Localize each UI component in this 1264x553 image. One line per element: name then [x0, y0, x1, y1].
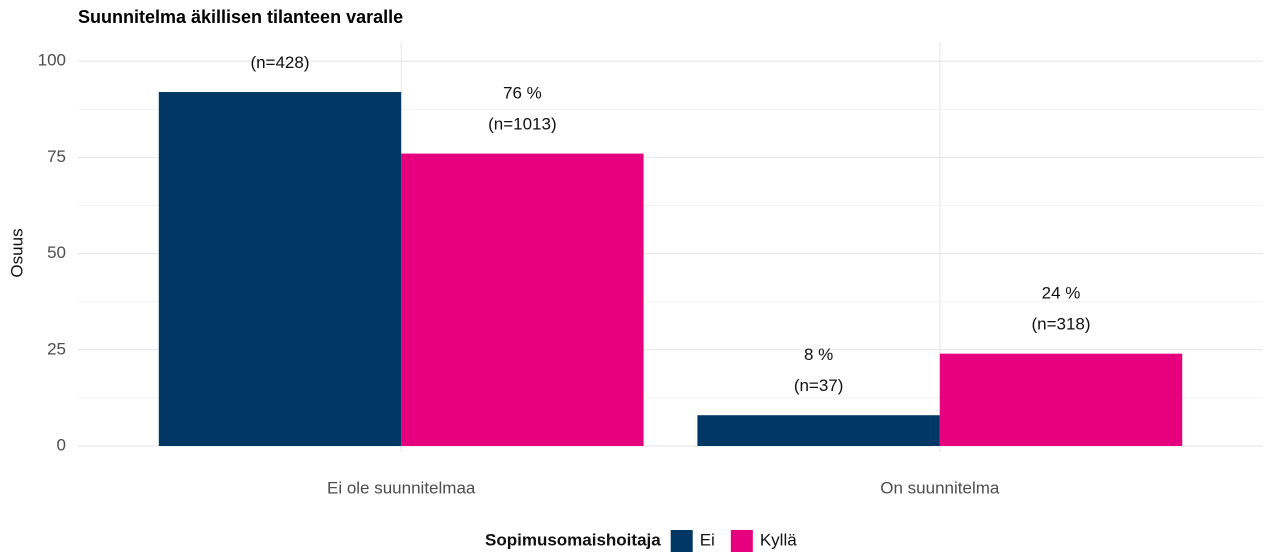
data-label-line: 24 % — [1042, 284, 1081, 303]
y-tick-label: 25 — [47, 339, 66, 358]
data-label-line: (n=318) — [1031, 315, 1090, 334]
data-label-line: (n=428) — [250, 54, 309, 73]
legend-title: Sopimusomaishoitaja — [485, 530, 661, 549]
y-tick-label: 100 — [38, 51, 66, 70]
chart-title: Suunnitelma äkillisen tilanteen varalle — [78, 7, 403, 27]
legend-label: Kyllä — [760, 530, 797, 549]
x-tick-label: Ei ole suunnitelmaa — [327, 478, 476, 497]
y-axis-label: Osuus — [7, 228, 26, 277]
data-label-line: 76 % — [503, 84, 542, 103]
data-label: (n=428) — [250, 54, 309, 73]
legend-swatch — [670, 530, 693, 552]
bar — [939, 353, 1183, 446]
data-label-line: (n=1013) — [488, 115, 557, 134]
data-label-line: 8 % — [804, 346, 833, 365]
bar — [697, 415, 940, 446]
legend: Sopimusomaishoitaja Ei Kyllä — [485, 530, 797, 552]
y-tick-label: 75 — [47, 147, 66, 166]
data-label: 76 % (n=1013) — [488, 84, 557, 134]
data-label: 8 % (n=37) — [794, 346, 844, 396]
legend-label: Ei — [700, 530, 715, 549]
y-tick-label: 50 — [47, 243, 66, 262]
data-label-line: (n=37) — [794, 377, 844, 396]
y-tick-label: 0 — [57, 435, 66, 454]
x-tick-label: On suunnitelma — [880, 478, 1000, 497]
legend-swatch — [730, 530, 753, 552]
bar — [401, 153, 644, 447]
data-label: 24 % (n=318) — [1031, 284, 1090, 334]
bar — [158, 92, 402, 447]
